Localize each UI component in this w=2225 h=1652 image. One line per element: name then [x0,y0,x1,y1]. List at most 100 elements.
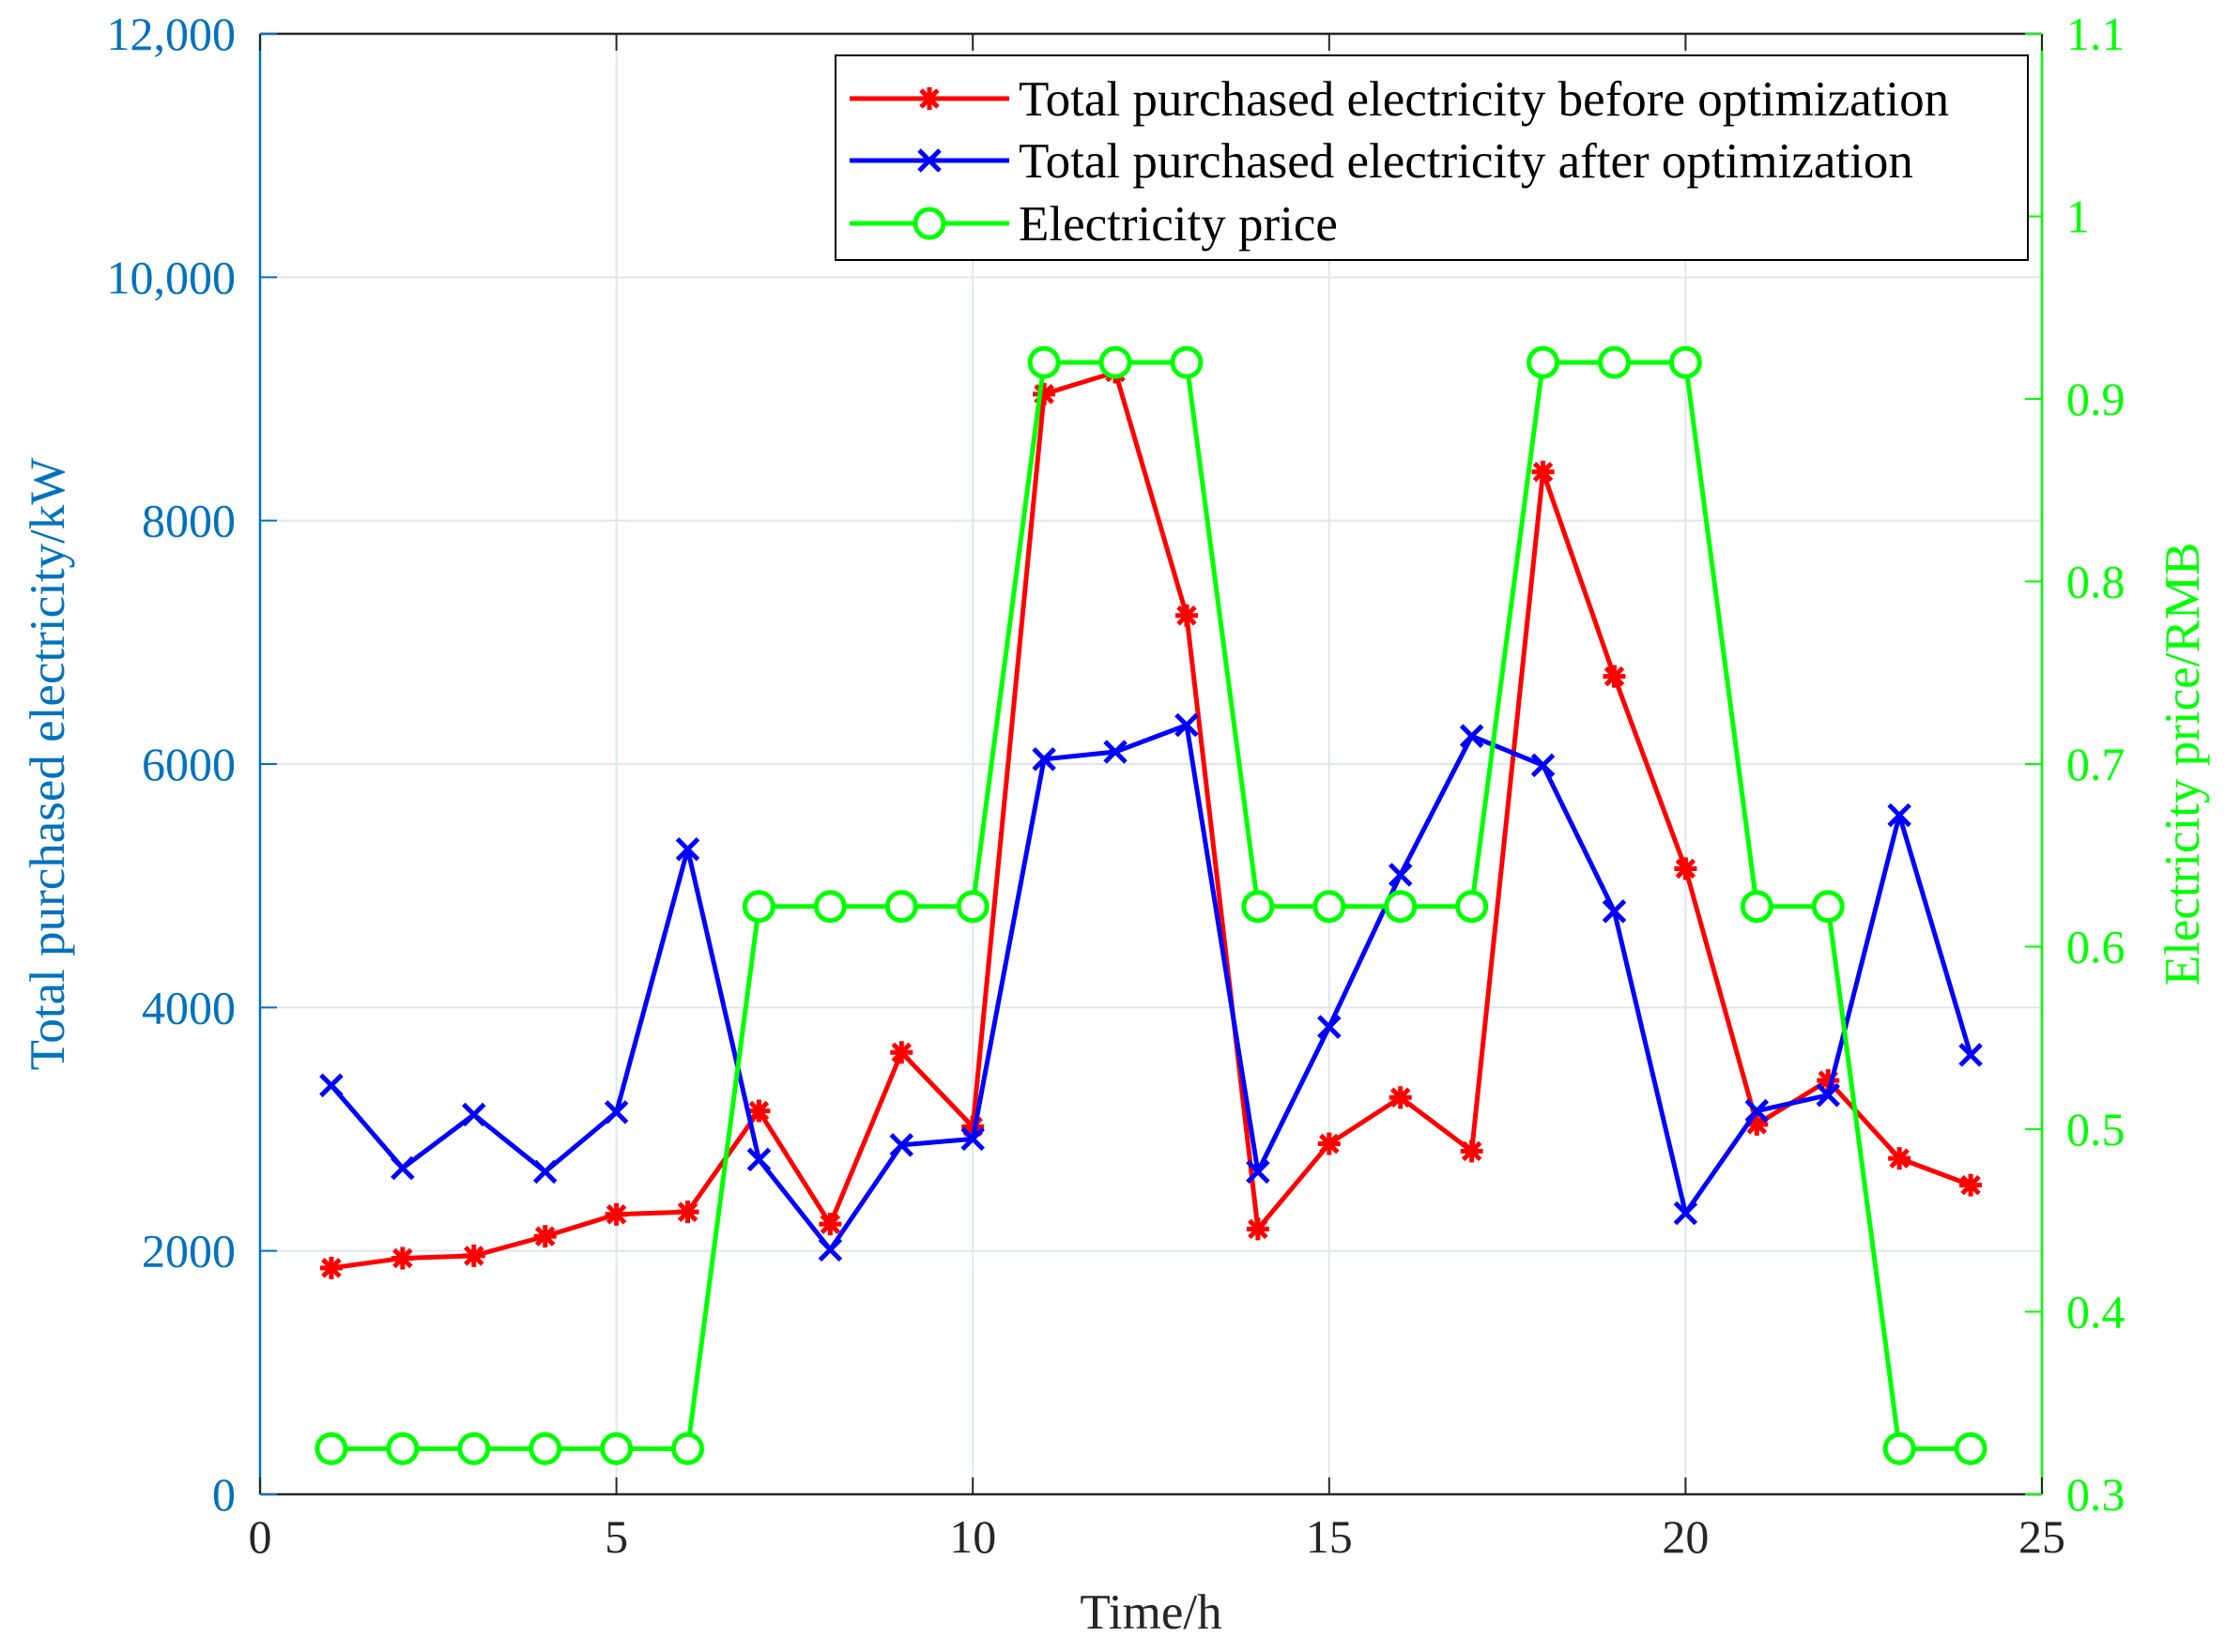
series-line [330,369,1972,1271]
data-point-marker [1597,345,1631,379]
data-point-marker [461,1102,486,1127]
legend-marker [917,148,942,173]
data-point-marker [742,890,775,924]
data-point-marker [1668,345,1702,379]
legend-entry: Total purchased electricity after optimi… [850,134,1913,189]
legend: Total purchased electricity before optim… [835,54,2029,261]
data-point-marker [1674,857,1697,880]
data-point-marker [391,1247,414,1270]
data-point-marker [1531,460,1555,483]
series-electricity-price [315,345,1987,1465]
data-point-marker [889,1133,914,1157]
left-y-tick-label: 10,000 [107,251,237,303]
right-y-tick-label: 1.1 [2066,8,2125,60]
data-point-marker [960,1126,985,1152]
data-point-marker [1389,1086,1412,1109]
data-point-marker [1958,1043,1983,1067]
data-point-marker [457,1431,491,1465]
legend-entry: Electricity price [850,197,1338,252]
data-point-marker [529,1431,562,1465]
data-point-marker [1241,890,1275,924]
data-point-marker [884,890,918,924]
data-point-marker [890,1041,913,1064]
data-point-marker [746,1147,772,1172]
series-before-optimization [319,360,1983,1279]
x-tick-label: 20 [1662,1510,1709,1563]
data-point-marker [1530,753,1556,778]
series-line [330,723,1973,1252]
x-axis-label: Time/h [1080,1585,1221,1640]
left-y-tick-label: 12,000 [107,8,237,60]
data-point-marker [1388,863,1413,887]
left-y-tick-label: 4000 [142,981,236,1033]
data-point-marker [1174,604,1198,627]
data-point-marker [1027,345,1061,379]
right-y-tick-label: 1 [2066,191,2090,243]
data-point-marker [813,890,847,924]
x-tick-label: 10 [949,1510,996,1563]
data-point-marker [956,890,990,924]
left-y-tick-label: 6000 [142,738,236,790]
data-point-marker [1317,1015,1342,1039]
data-point-marker [818,1237,843,1262]
data-point-marker [386,1431,420,1465]
data-point-marker [1602,899,1627,924]
x-tick-label: 0 [249,1510,272,1563]
right-y-tick-label: 0.3 [2066,1468,2125,1521]
right-y-tick-label: 0.7 [2066,738,2125,790]
x-tick-label: 25 [2018,1510,2065,1563]
data-point-marker [462,1244,485,1267]
data-point-marker [1882,1431,1916,1465]
legend-label: Total purchased electricity after optimi… [1019,134,1913,189]
data-point-marker [319,1073,344,1098]
data-point-marker [1817,1069,1840,1093]
data-point-marker [1888,1147,1911,1170]
data-point-marker [1032,747,1056,772]
right-y-tick-label: 0.5 [2066,1103,2125,1155]
data-point-marker [1384,890,1418,924]
data-point-marker [676,1201,699,1224]
data-point-marker [1103,740,1128,764]
data-point-marker [604,1100,629,1124]
legend-marker [913,206,946,240]
data-point-marker [1959,1173,1983,1197]
data-point-marker [1170,345,1204,379]
data-point-marker [1317,1132,1341,1155]
data-point-marker [1033,382,1056,405]
data-point-marker [1744,1098,1770,1124]
data-point-marker [675,836,700,862]
data-point-marker [315,1431,348,1465]
data-point-marker [319,1256,343,1279]
data-point-marker [391,1155,415,1181]
data-point-marker [1174,712,1199,738]
data-point-marker [1603,665,1626,688]
data-point-marker [671,1431,705,1465]
data-point-marker [1740,890,1773,924]
legend-marker [918,87,941,110]
ticks: 0 5 10 15 20 25 0 2000 4000 6000 8000 10,000 12,000 0… [107,8,2125,1563]
left-y-tick-label: 2000 [142,1225,236,1277]
data-point-marker [600,1431,634,1465]
data-point-marker [1887,803,1911,828]
x-tick-label: 15 [1306,1510,1353,1563]
data-point-marker [1098,345,1132,379]
legend-entry: Total purchased electricity before optim… [850,72,1949,127]
left-y-tick-label: 8000 [142,495,236,547]
data-point-marker [532,1159,558,1185]
data-point-marker [1246,1159,1270,1185]
data-point-marker [747,1099,771,1123]
data-point-marker [819,1213,842,1236]
right-y-tick-label: 0.9 [2066,373,2125,425]
series-layer [315,345,1987,1465]
right-y-tick-label: 0.8 [2066,556,2125,608]
data-point-marker [1816,1082,1841,1108]
left-y-tick-label: 0 [212,1468,236,1521]
data-point-marker [1312,890,1346,924]
data-point-marker [1527,345,1560,379]
right-y-tick-label: 0.4 [2066,1286,2125,1338]
data-point-marker [1246,1217,1269,1241]
right-y-tick-label: 0.6 [2066,921,2125,973]
data-point-marker [1460,1140,1483,1163]
data-point-marker [1954,1431,1987,1465]
